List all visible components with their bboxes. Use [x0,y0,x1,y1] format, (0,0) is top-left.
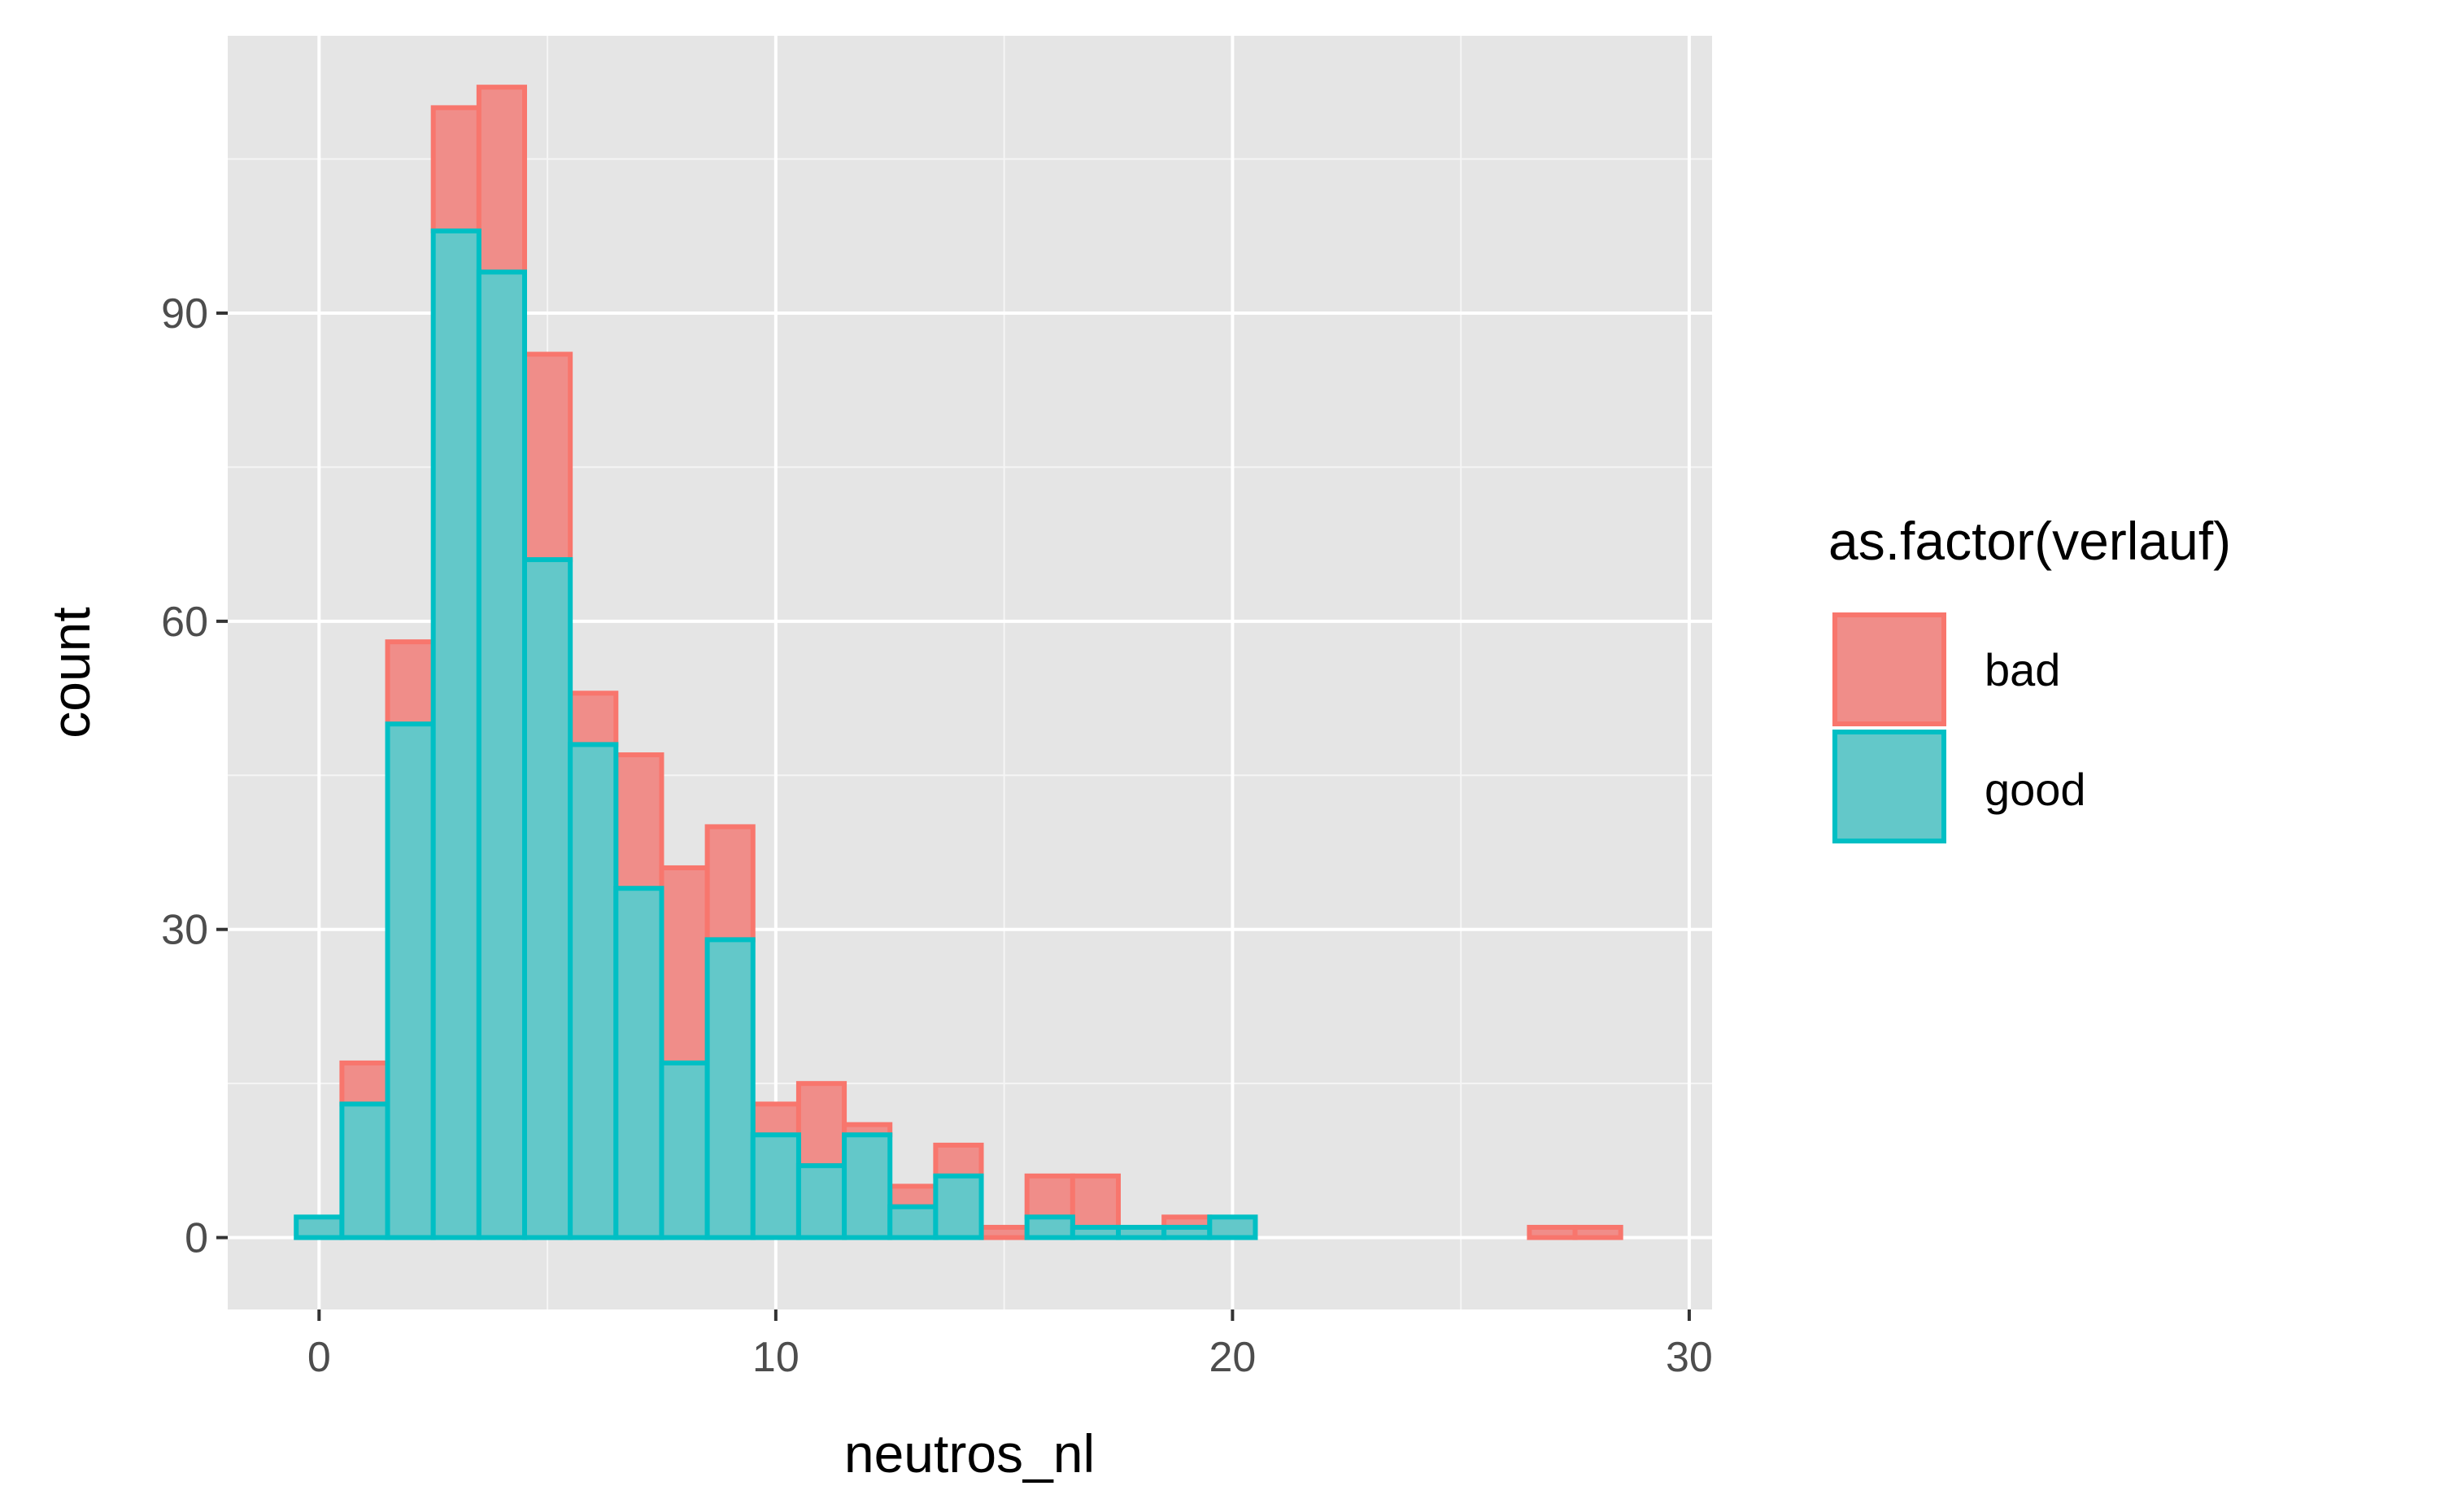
y-axis-title: count [41,607,101,738]
bar-bad [1024,1173,1075,1220]
bar-good [933,1173,984,1240]
x-axis-tick-labels: 0 10 20 30 [307,1334,1713,1381]
bar-bad [430,105,481,233]
y-tick-label: 90 [161,290,208,338]
x-axis-title: neutros_nl [844,1423,1095,1484]
bar-good [476,269,527,1240]
y-axis-tick-labels: 0 30 60 90 [161,290,208,1262]
x-tick-label: 30 [1666,1334,1713,1381]
bar-good [1116,1224,1167,1240]
bar-good [613,886,664,1240]
bar-good [385,721,436,1240]
bar-good [1024,1214,1075,1240]
bar-bad [887,1183,939,1209]
bar-bad [613,752,664,891]
axis-ticks [216,311,1691,1321]
bar-good [339,1101,390,1240]
legend-key-bad [1832,612,1946,726]
bar-good [1161,1224,1213,1240]
bar-bad [339,1060,390,1107]
y-tick-label: 30 [161,907,208,954]
bar-good [1207,1214,1258,1240]
bar-good [294,1214,345,1240]
series-bad-bars [339,85,1623,1240]
y-tick-label: 0 [185,1215,208,1262]
bar-good [1070,1224,1122,1240]
legend-title: as.factor(verlauf) [1828,511,2231,571]
bar-good [659,1060,710,1240]
bar-bad [704,824,756,943]
x-tick-label: 10 [752,1334,800,1381]
bar-bad [750,1101,801,1138]
bar-good [430,228,481,1240]
bar-good [568,742,619,1240]
x-tick-label: 0 [307,1334,331,1381]
bar-bad [659,865,710,1065]
bar-bad [1070,1173,1122,1230]
legend-key-good [1832,730,1946,843]
bar-bad [568,691,619,747]
bar-good [842,1132,893,1240]
bar-bad [522,351,573,563]
bar-bad [795,1081,847,1169]
legend: as.factor(verlauf) bad good [1828,511,2231,843]
bar-bad [933,1142,984,1179]
legend-label-bad: bad [1985,644,2060,695]
bar-good [795,1163,847,1240]
bar-bad [1527,1224,1578,1240]
grid-major [228,36,1712,1309]
bar-bad [978,1224,1030,1240]
legend-label-good: good [1985,764,2086,815]
series-good-bars [294,228,1258,1240]
y-tick-label: 60 [161,599,208,646]
x-tick-label: 20 [1209,1334,1256,1381]
bar-good [887,1204,939,1240]
bar-bad [385,639,436,727]
bar-bad [1572,1224,1623,1240]
bar-good [522,557,573,1240]
bar-good [750,1132,801,1240]
bar-bad [476,85,527,275]
bar-good [704,937,756,1240]
